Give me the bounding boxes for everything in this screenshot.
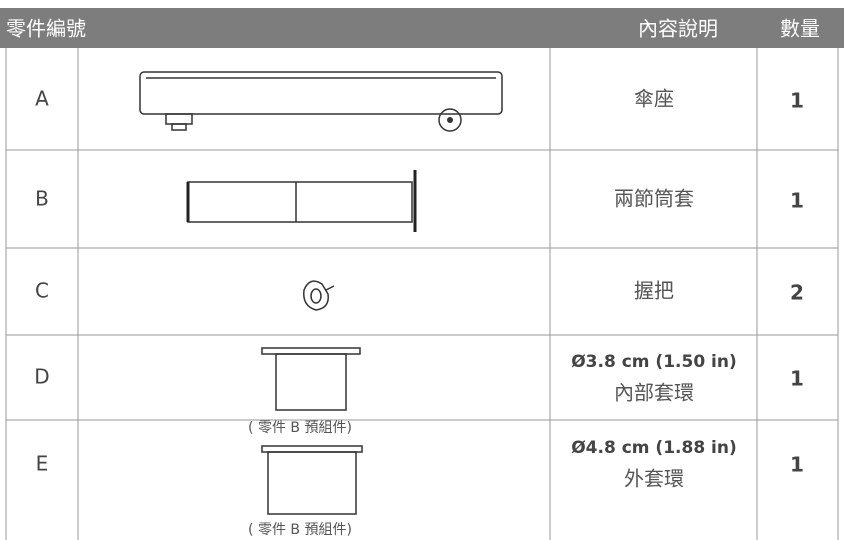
part-a-drawing — [139, 71, 503, 132]
part-quantity: 2 — [790, 281, 804, 305]
part-quantity: 1 — [790, 189, 804, 213]
part-description: 內部套環 — [614, 381, 694, 405]
part-note: ( 零件 B 預組件) — [248, 522, 352, 538]
part-c-drawing — [303, 280, 335, 311]
part-description: 握把 — [634, 279, 674, 303]
part-quantity: 1 — [790, 453, 804, 477]
part-quantity: 1 — [790, 367, 804, 391]
part-b-drawing — [186, 170, 417, 232]
part-spec: Ø4.8 cm (1.88 in) — [571, 438, 737, 458]
part-id: E — [36, 452, 49, 476]
header-description: 內容說明 — [638, 17, 718, 41]
header-quantity: 數量 — [780, 17, 820, 41]
header-part-no: 零件編號 — [6, 17, 86, 41]
part-spec: Ø3.8 cm (1.50 in) — [571, 352, 737, 372]
part-d-drawing — [261, 347, 361, 411]
part-id: C — [35, 279, 49, 303]
part-description: 傘座 — [634, 87, 674, 111]
part-description: 兩節筒套 — [614, 187, 694, 211]
part-id: B — [35, 187, 49, 211]
part-description: 外套環 — [624, 467, 684, 491]
part-id: D — [34, 365, 49, 389]
part-id: A — [35, 87, 49, 111]
part-e-drawing — [261, 445, 363, 515]
grid — [5, 48, 839, 540]
part-quantity: 1 — [790, 89, 804, 113]
header-bar — [0, 8, 844, 48]
part-note: ( 零件 B 預組件) — [248, 420, 352, 436]
